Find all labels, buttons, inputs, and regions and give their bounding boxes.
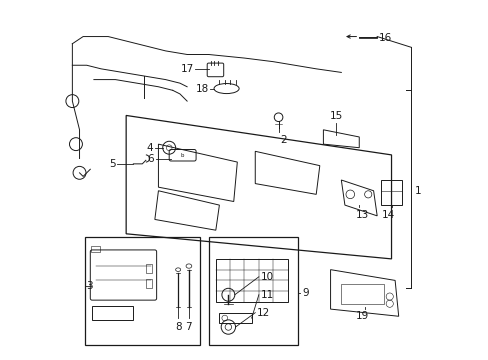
Text: 10: 10 <box>260 272 273 282</box>
Text: 7: 7 <box>185 321 192 332</box>
Text: 11: 11 <box>260 290 273 300</box>
Text: 9: 9 <box>301 288 308 298</box>
Bar <box>92 306 133 320</box>
Text: 4: 4 <box>146 143 153 153</box>
Text: 5: 5 <box>108 159 115 169</box>
Text: 2: 2 <box>280 135 286 145</box>
Text: 1: 1 <box>414 186 421 196</box>
Text: 14: 14 <box>381 211 394 220</box>
Bar <box>85 237 199 345</box>
Text: 15: 15 <box>328 111 342 121</box>
Bar <box>91 246 100 252</box>
Bar <box>341 284 384 304</box>
Text: 16: 16 <box>378 33 391 43</box>
Text: 8: 8 <box>175 321 181 332</box>
Text: 18: 18 <box>195 84 208 94</box>
Bar <box>145 279 152 288</box>
Bar <box>215 259 287 302</box>
Text: 13: 13 <box>355 211 369 220</box>
Bar <box>145 264 152 273</box>
Text: 12: 12 <box>257 308 270 318</box>
Text: 19: 19 <box>355 311 369 321</box>
Text: 17: 17 <box>180 64 193 74</box>
Text: 3: 3 <box>86 281 92 291</box>
Text: b: b <box>181 153 184 158</box>
Bar <box>208 237 298 345</box>
Text: 6: 6 <box>147 154 154 164</box>
